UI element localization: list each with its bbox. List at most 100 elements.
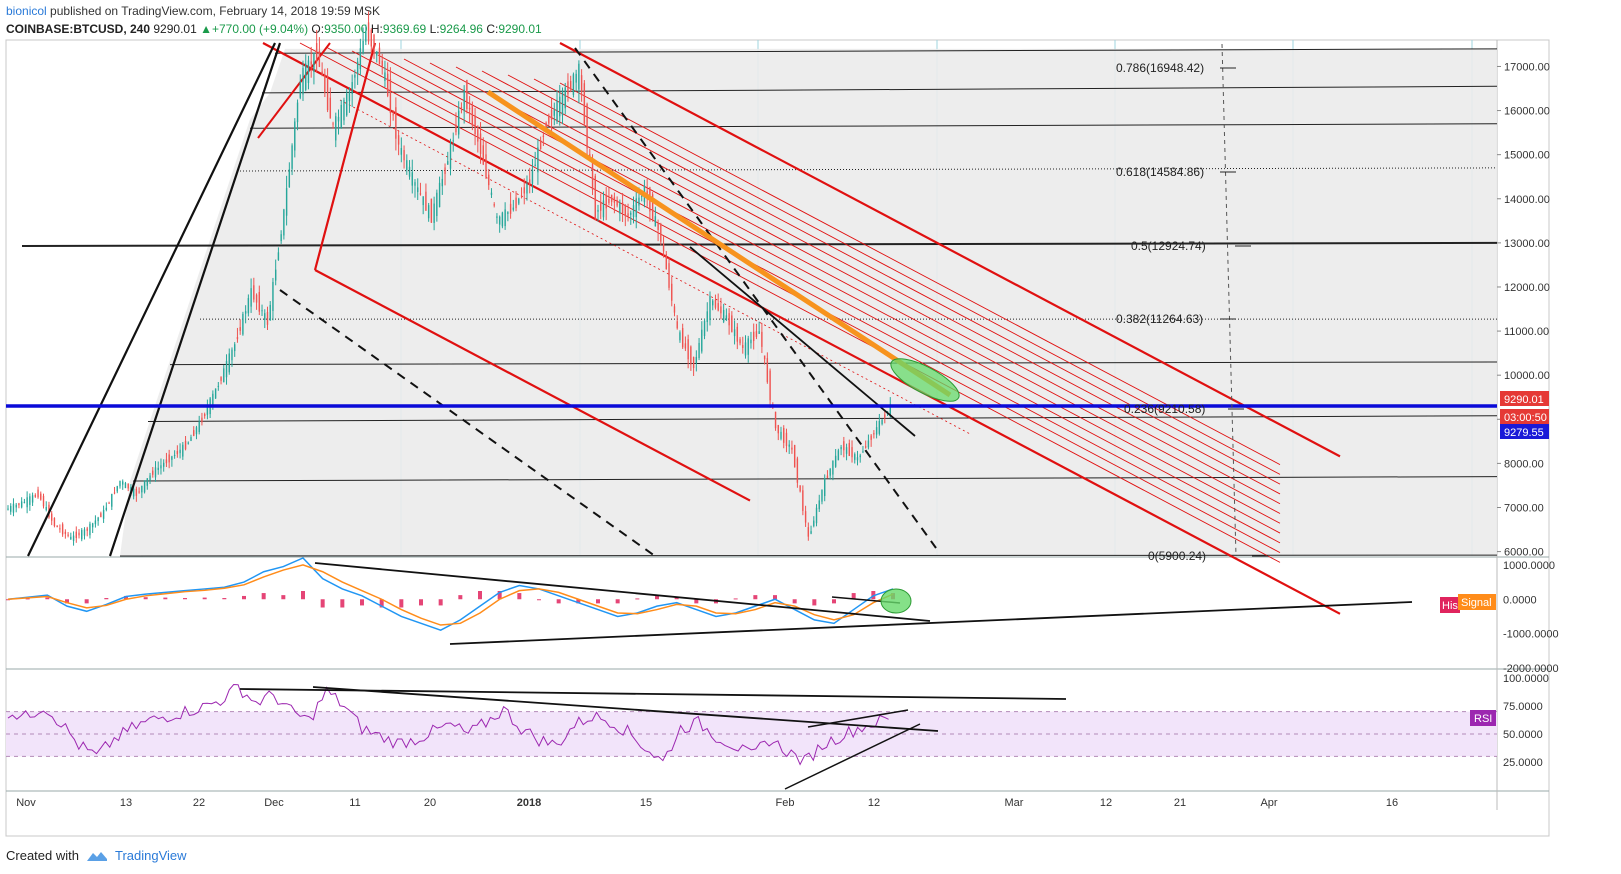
candle-body bbox=[277, 252, 280, 260]
time-marker-dashed bbox=[1221, 43, 1237, 557]
candle-body bbox=[668, 263, 670, 288]
trendline-dashed bbox=[574, 47, 937, 549]
macd-y-tick-label: -1000.0000 bbox=[1503, 629, 1559, 641]
macd-histogram-bar bbox=[576, 599, 581, 604]
candle-body bbox=[310, 61, 312, 65]
candle-body bbox=[70, 536, 72, 540]
candle-body bbox=[815, 507, 818, 524]
fib-level-labels: 0.786(16948.42) 0.618(14584.86) 0.5(12924.… bbox=[1116, 61, 1268, 563]
candle-body bbox=[171, 456, 173, 460]
macd-histogram-bar bbox=[379, 599, 384, 608]
candle-body bbox=[122, 481, 124, 485]
macd-histogram-bar bbox=[104, 598, 109, 600]
candle-body bbox=[214, 388, 217, 399]
x-tick-label: Feb bbox=[776, 797, 795, 809]
pitchfork-channels bbox=[257, 42, 1341, 615]
candle-body bbox=[722, 310, 725, 322]
candle-body bbox=[223, 368, 225, 383]
candle-body bbox=[417, 187, 419, 193]
candle-body bbox=[832, 460, 834, 475]
fib-line bbox=[274, 48, 1498, 54]
candle-body bbox=[496, 216, 498, 218]
candle-body bbox=[747, 338, 749, 355]
candle-body bbox=[761, 331, 763, 347]
candle-body bbox=[305, 63, 307, 90]
candle-body bbox=[864, 446, 867, 448]
trendline-dashed bbox=[279, 289, 656, 557]
candle-body bbox=[367, 22, 370, 42]
candle-body bbox=[198, 421, 200, 433]
macd-y-tick-label: -2000.0000 bbox=[1503, 663, 1559, 675]
candle-body bbox=[236, 337, 239, 340]
candle-body bbox=[455, 124, 457, 133]
y-tick-label: 17000.00 bbox=[1504, 61, 1550, 73]
candle-body bbox=[113, 492, 116, 494]
candle-body bbox=[228, 353, 230, 373]
x-tick-label: 12 bbox=[1100, 797, 1112, 809]
macd-histogram-bar bbox=[773, 595, 777, 600]
x-tick-label: Nov bbox=[16, 797, 36, 809]
candle-body bbox=[419, 193, 422, 195]
candle-body bbox=[378, 47, 381, 65]
author-link[interactable]: bionicol bbox=[6, 4, 47, 18]
candle-body bbox=[783, 428, 785, 443]
candle-body bbox=[512, 207, 515, 210]
signal-line bbox=[7, 564, 894, 626]
macd-histogram-bar bbox=[753, 595, 758, 600]
candle-body bbox=[627, 213, 629, 217]
macd-trendline bbox=[314, 562, 931, 622]
macd-histogram-bar bbox=[438, 599, 443, 606]
candle-body bbox=[687, 339, 689, 360]
candle-body bbox=[143, 480, 146, 493]
fib-line bbox=[119, 554, 1498, 557]
macd-histogram-bar bbox=[261, 593, 266, 600]
price-change: +770.00 (+9.04%) bbox=[212, 22, 309, 36]
candle-body bbox=[154, 467, 157, 478]
candle-body bbox=[354, 74, 356, 78]
macd-histogram-bar bbox=[537, 599, 541, 601]
candle-body bbox=[37, 489, 39, 498]
candle-body bbox=[553, 110, 555, 116]
fib-line bbox=[261, 85, 1498, 94]
candle-body bbox=[370, 29, 372, 47]
candle-body bbox=[438, 182, 441, 208]
rsi-y-tick-label: 100.0000 bbox=[1503, 673, 1549, 685]
candle-body bbox=[635, 198, 637, 218]
candle-body bbox=[523, 187, 525, 194]
candle-body bbox=[152, 470, 154, 475]
candle-body bbox=[608, 198, 610, 204]
candle-body bbox=[591, 162, 594, 190]
close-value: 9290.01 bbox=[498, 22, 542, 36]
macd-histogram-bar bbox=[320, 599, 325, 608]
candle-body bbox=[739, 339, 741, 344]
candle-body bbox=[673, 306, 676, 313]
macd-signal-badge bbox=[1458, 594, 1496, 610]
candle-body bbox=[676, 321, 678, 329]
macd-histogram-bar bbox=[635, 598, 640, 600]
candle-body bbox=[397, 135, 400, 145]
candle-body bbox=[348, 91, 351, 102]
pitchfork-handle bbox=[257, 42, 331, 139]
candle-body bbox=[578, 63, 580, 90]
candle-body bbox=[774, 411, 777, 429]
macd-y-tick-label: 1000.0000 bbox=[1503, 560, 1555, 572]
candle-body bbox=[231, 349, 233, 361]
channel-upper bbox=[262, 42, 1341, 615]
channel-lower bbox=[314, 269, 751, 502]
y-tick-label: 12000.00 bbox=[1504, 282, 1550, 294]
candle-body bbox=[91, 523, 94, 528]
rsi-y-tick-label: 25.0000 bbox=[1503, 757, 1543, 769]
y-tick-label: 14000.00 bbox=[1504, 194, 1550, 206]
candle-body bbox=[384, 72, 386, 81]
macd-histogram-bar bbox=[517, 593, 522, 600]
macd-histogram-bar bbox=[478, 591, 482, 600]
channel-subline bbox=[351, 50, 1281, 544]
macd-histogram-bar bbox=[812, 599, 817, 606]
tradingview-link[interactable]: TradingView bbox=[114, 848, 187, 863]
candle-body bbox=[100, 513, 102, 518]
macd-histogram-bar bbox=[360, 599, 364, 606]
candle-body bbox=[179, 449, 181, 454]
candle-body bbox=[826, 475, 829, 478]
rsi-line bbox=[7, 684, 889, 766]
